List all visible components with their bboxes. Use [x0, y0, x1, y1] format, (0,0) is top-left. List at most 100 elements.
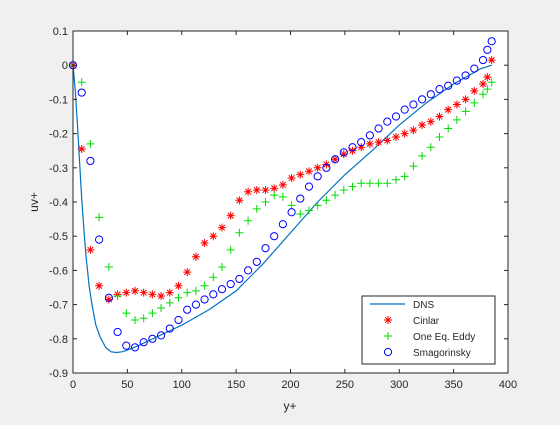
data-point-smagorinsky	[270, 232, 279, 241]
data-point-one-eq-eddy	[226, 245, 235, 254]
x-axis-title: y+	[283, 399, 296, 413]
data-point-one-eq-eddy	[86, 139, 95, 148]
data-point-one-eq-eddy	[296, 209, 305, 218]
marker-series-layer	[68, 37, 496, 352]
data-point-one-eq-eddy	[165, 298, 174, 307]
data-point-cinlar	[296, 170, 305, 179]
data-point-one-eq-eddy	[191, 286, 200, 295]
data-point-cinlar	[357, 143, 366, 152]
data-point-cinlar	[365, 139, 374, 148]
y-axis-title: uv+	[27, 192, 41, 212]
data-point-smagorinsky	[235, 274, 244, 284]
data-point-one-eq-eddy	[278, 192, 287, 201]
data-point-smagorinsky	[122, 341, 131, 350]
data-point-cinlar	[226, 211, 235, 220]
data-point-smagorinsky	[148, 334, 157, 343]
data-point-one-eq-eddy	[391, 175, 400, 184]
data-point-one-eq-eddy	[313, 201, 322, 210]
data-point-smagorinsky	[461, 71, 470, 80]
data-point-cinlar	[418, 121, 427, 130]
data-point-one-eq-eddy	[157, 304, 166, 313]
data-point-one-eq-eddy	[200, 281, 209, 290]
data-point-smagorinsky	[86, 156, 95, 166]
data-point-one-eq-eddy	[483, 85, 492, 94]
data-point-one-eq-eddy	[244, 216, 253, 225]
data-point-cinlar	[130, 286, 139, 295]
data-point-smagorinsky	[130, 343, 140, 352]
data-point-cinlar	[304, 167, 313, 176]
data-point-smagorinsky	[209, 290, 218, 299]
y-tick-label: 0.1	[53, 26, 68, 38]
data-point-smagorinsky	[483, 45, 492, 54]
data-point-cinlar	[278, 180, 287, 189]
data-point-cinlar	[339, 150, 348, 159]
data-point-one-eq-eddy	[444, 124, 453, 133]
y-tick-label: 0	[62, 60, 68, 72]
data-point-one-eq-eddy	[461, 107, 470, 116]
data-point-smagorinsky	[374, 124, 383, 133]
data-point-smagorinsky	[261, 244, 270, 253]
legend-label-cinlar: Cinlar	[413, 316, 440, 327]
data-point-smagorinsky	[313, 172, 322, 181]
data-point-smagorinsky	[391, 112, 401, 121]
data-point-cinlar	[200, 239, 209, 248]
data-point-one-eq-eddy	[452, 115, 461, 124]
data-point-smagorinsky	[217, 285, 227, 294]
data-point-cinlar	[183, 268, 192, 277]
data-point-cinlar	[104, 295, 113, 304]
data-point-cinlar	[426, 117, 435, 126]
data-point-smagorinsky	[400, 105, 409, 114]
data-point-cinlar	[165, 288, 174, 297]
data-point-smagorinsky	[487, 37, 496, 46]
data-point-smagorinsky	[183, 305, 192, 314]
data-point-cinlar	[461, 95, 470, 104]
data-point-smagorinsky	[191, 300, 200, 309]
ticks-layer: 0 50 100 150 200 250 300 350 400 -0.9 -0.8 -0.7 -0.6…	[49, 26, 517, 391]
y-tick-label: -0.3	[49, 163, 68, 175]
data-point-cinlar	[270, 184, 279, 193]
data-point-smagorinsky	[77, 88, 86, 97]
data-point-smagorinsky	[357, 138, 366, 147]
data-point-one-eq-eddy	[304, 206, 313, 215]
y-tick-label: -0.8	[49, 334, 68, 346]
data-point-cinlar	[452, 100, 461, 109]
data-point-cinlar	[261, 186, 270, 195]
data-point-smagorinsky	[200, 295, 209, 304]
y-tick-label: -0.5	[49, 231, 68, 243]
data-point-smagorinsky	[348, 143, 357, 152]
x-tick-label: 100	[173, 379, 191, 391]
data-point-cinlar	[487, 56, 496, 65]
series-smagorinsky	[68, 37, 496, 352]
data-point-cinlar	[235, 196, 244, 205]
legend-label-smagorinsky: Smagorinsky	[413, 348, 471, 359]
data-point-one-eq-eddy	[139, 314, 148, 323]
data-point-smagorinsky	[113, 327, 122, 337]
y-tick-label: -0.4	[49, 197, 68, 209]
data-point-smagorinsky	[278, 220, 287, 229]
data-point-one-eq-eddy	[113, 292, 122, 301]
y-tick-label: -0.2	[49, 129, 68, 141]
data-point-smagorinsky	[409, 100, 418, 109]
legend-marker-one-eq-eddy	[384, 332, 392, 340]
data-point-one-eq-eddy	[261, 198, 270, 206]
data-point-one-eq-eddy	[383, 179, 392, 188]
data-point-one-eq-eddy	[418, 151, 427, 160]
data-point-smagorinsky	[165, 324, 174, 333]
data-point-one-eq-eddy	[95, 213, 104, 222]
x-tick-label: 50	[121, 379, 133, 391]
data-point-smagorinsky	[156, 331, 166, 340]
data-point-one-eq-eddy	[235, 228, 244, 237]
data-point-cinlar	[95, 281, 104, 290]
data-point-cinlar	[313, 163, 322, 172]
data-point-one-eq-eddy	[435, 133, 444, 142]
legend-swatch-one-eq-eddy	[384, 332, 392, 340]
x-tick-label: 300	[390, 379, 408, 391]
data-point-one-eq-eddy	[348, 182, 357, 191]
data-point-smagorinsky	[365, 131, 374, 140]
data-point-smagorinsky	[296, 194, 305, 203]
data-point-smagorinsky	[322, 163, 331, 172]
data-point-one-eq-eddy	[426, 143, 435, 152]
data-point-smagorinsky	[139, 338, 148, 347]
legend-marker-cinlar	[384, 316, 392, 324]
